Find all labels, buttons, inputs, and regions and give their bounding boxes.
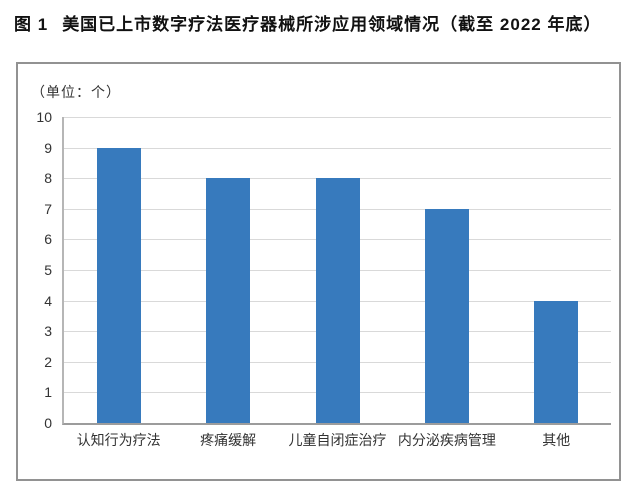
y-tick-label: 5 (44, 262, 52, 278)
y-tick-label: 9 (44, 139, 52, 156)
bar-其他 (534, 300, 579, 423)
plot-area (62, 117, 611, 425)
y-tick-label: 8 (44, 170, 52, 187)
y-tick-label: 6 (44, 231, 52, 248)
y-tick-label: 10 (36, 109, 52, 125)
y-tick-label: 2 (44, 353, 52, 370)
y-tick-label: 4 (44, 292, 52, 309)
bar-儿童自闭症治疗 (315, 178, 360, 423)
figure-label: 图 1 (14, 15, 49, 34)
y-tick-label: 3 (44, 323, 52, 340)
x-axis-label: 内分泌疾病管理 (397, 432, 496, 448)
bar-疼痛缓解 (206, 178, 251, 423)
figure-title: 图 1 美国已上市数字疗法医疗器械所涉应用领域情况（截至 2022 年底） (14, 10, 601, 35)
figure-caption: 美国已上市数字疗法医疗器械所涉应用领域情况（截至 2022 年底） (62, 15, 602, 34)
x-axis-label: 其他 (542, 432, 571, 448)
gridline (64, 147, 611, 149)
y-axis-ticks: 0 1 2 3 4 5 6 7 8 9 10 (18, 109, 52, 431)
y-tick-label: 1 (44, 384, 52, 401)
bar-认知行为疗法 (96, 147, 141, 423)
x-axis-labels: 认知行为疗法 疼痛缓解 儿童自闭症治疗 内分泌疾病管理 其他 (64, 430, 611, 452)
y-tick-label: 7 (44, 200, 52, 217)
chart-panel: （单位：个） 0 1 2 3 4 5 6 7 8 9 10 认知行为疗法 疼痛缓解 儿童自闭症治疗 内分泌… (16, 62, 621, 481)
x-axis-label: 疼痛缓解 (200, 432, 257, 448)
x-axis-label: 儿童自闭症治疗 (288, 432, 387, 448)
y-tick-label: 0 (44, 415, 52, 431)
bar-内分泌疾病管理 (424, 208, 469, 423)
unit-label: （单位：个） (31, 84, 121, 100)
gridline (64, 117, 611, 118)
x-axis-label: 认知行为疗法 (76, 432, 161, 448)
